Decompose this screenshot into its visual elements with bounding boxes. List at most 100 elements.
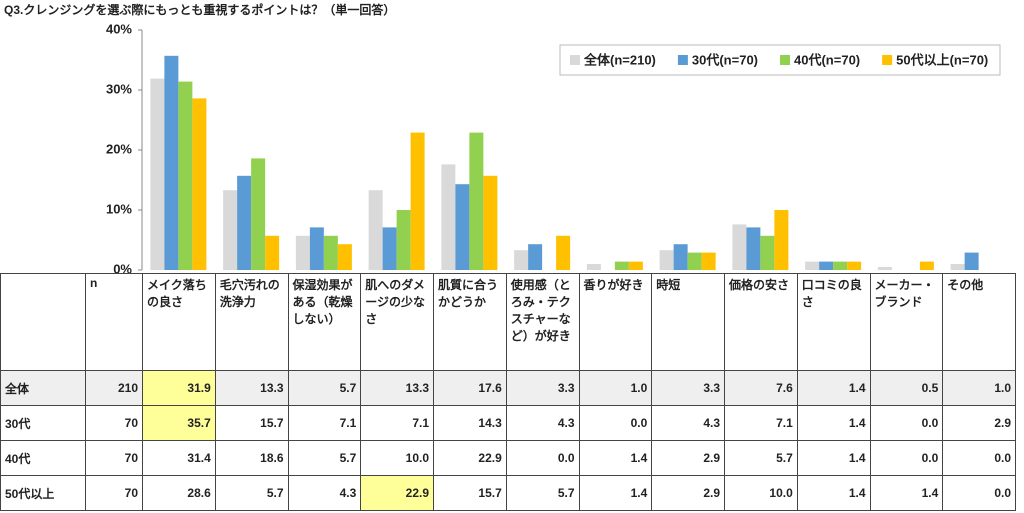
y-tick-label: 20% (106, 141, 132, 156)
value-cell: 7.6 (724, 370, 798, 406)
row-label: 50代以上 (0, 475, 86, 511)
value-cell: 17.6 (433, 370, 507, 406)
value-cell: 31.4 (142, 440, 216, 476)
value-cell: 0.0 (942, 440, 1016, 476)
value-cell: 5.7 (505, 475, 580, 511)
bar (237, 175, 252, 270)
bar (265, 235, 280, 270)
bar (150, 78, 165, 270)
category-label: 保湿効果がある（乾燥しない） (287, 273, 362, 371)
value-cell: 7.1 (724, 405, 798, 441)
y-tick-label: 0% (113, 261, 132, 273)
value-cell: 1.0 (578, 370, 653, 406)
legend-swatch (780, 55, 791, 65)
bar (774, 210, 789, 270)
bar (251, 158, 266, 270)
value-cell: 4.3 (287, 475, 362, 511)
bar (368, 190, 383, 270)
bar (732, 224, 747, 270)
bar (805, 261, 820, 270)
row-label: 40代 (0, 440, 86, 476)
chart: Q3.クレンジングを選ぶ際にもっとも重視するポイントは？（単一回答） 0% 10%… (4, 2, 1001, 273)
value-cell: 7.1 (360, 405, 434, 441)
bar (528, 244, 543, 270)
category-label: 価格の安さ (724, 273, 798, 371)
value-cell: 1.4 (796, 475, 871, 511)
bar (614, 261, 629, 270)
category-label: 時短 (651, 273, 725, 371)
value-cell: 1.4 (796, 370, 871, 406)
n-cell: 70 (85, 405, 143, 441)
bar (847, 261, 862, 270)
bar (514, 250, 529, 270)
bar (833, 261, 848, 270)
value-cell: 35.7 (142, 405, 216, 441)
value-cell: 0.0 (869, 440, 944, 476)
value-cell: 13.3 (214, 370, 289, 406)
legend-label: 40代(n=70) (794, 52, 860, 67)
value-cell: 7.1 (287, 405, 362, 441)
chart-title: Q3.クレンジングを選ぶ際にもっとも重視するポイントは？（単一回答） (4, 2, 395, 17)
bar (919, 261, 934, 270)
value-cell: 13.3 (360, 370, 434, 406)
value-cell: 4.3 (651, 405, 725, 441)
y-tick-label: 30% (106, 81, 132, 96)
value-cell: 5.7 (724, 440, 798, 476)
bar (964, 252, 979, 270)
category-label: メイク落ちの良さ (142, 273, 216, 371)
y-tick-label: 10% (106, 201, 132, 216)
bar (659, 250, 674, 270)
bar (469, 132, 484, 270)
value-cell: 0.0 (505, 440, 580, 476)
bar (673, 244, 688, 270)
value-cell: 1.4 (796, 440, 871, 476)
value-cell: 31.9 (142, 370, 216, 406)
bar (746, 227, 761, 270)
value-cell: 22.9 (360, 475, 434, 511)
value-cell: 10.0 (724, 475, 798, 511)
value-cell: 3.3 (651, 370, 725, 406)
value-cell: 3.3 (505, 370, 580, 406)
category-label: 口コミの良さ (796, 273, 871, 371)
bar (382, 227, 397, 270)
bar (586, 264, 601, 270)
category-label: 使用感（とろみ・テクスチャーなど）が好き (505, 273, 580, 371)
value-cell: 18.6 (214, 440, 289, 476)
bar (556, 235, 571, 270)
bar (309, 227, 324, 270)
value-cell: 0.0 (942, 475, 1016, 511)
value-cell: 10.0 (360, 440, 434, 476)
bar (819, 261, 834, 270)
bar (295, 235, 310, 270)
data-table: n メイク落ちの良さ 毛穴汚れの洗浄力 保湿効果がある（乾燥しない） 肌へのダメージの少… (0, 273, 1016, 511)
bar (164, 55, 179, 270)
legend-box (559, 44, 1001, 76)
bar (441, 164, 456, 270)
value-cell: 5.7 (287, 440, 362, 476)
bar (178, 81, 193, 270)
value-cell: 1.4 (796, 405, 871, 441)
bar (455, 184, 470, 270)
bar (323, 235, 338, 270)
row-label: 30代 (0, 405, 86, 441)
value-cell: 5.7 (287, 370, 362, 406)
n-cell: 210 (85, 370, 143, 406)
value-cell: 4.3 (505, 405, 580, 441)
bar (223, 190, 238, 270)
value-cell: 15.7 (214, 405, 289, 441)
value-cell: 1.4 (578, 475, 653, 511)
category-label: メーカー・ブランド (869, 273, 944, 371)
bar (483, 175, 498, 270)
bar (687, 252, 702, 270)
value-cell: 15.7 (433, 475, 507, 511)
value-cell: 28.6 (142, 475, 216, 511)
value-cell: 22.9 (433, 440, 507, 476)
bar (410, 132, 425, 270)
n-cell: 70 (85, 475, 143, 511)
bar (628, 261, 643, 270)
bar (396, 210, 411, 270)
legend-label: 30代(n=70) (692, 52, 758, 67)
bar (701, 252, 716, 270)
value-cell: 0.0 (869, 405, 944, 441)
